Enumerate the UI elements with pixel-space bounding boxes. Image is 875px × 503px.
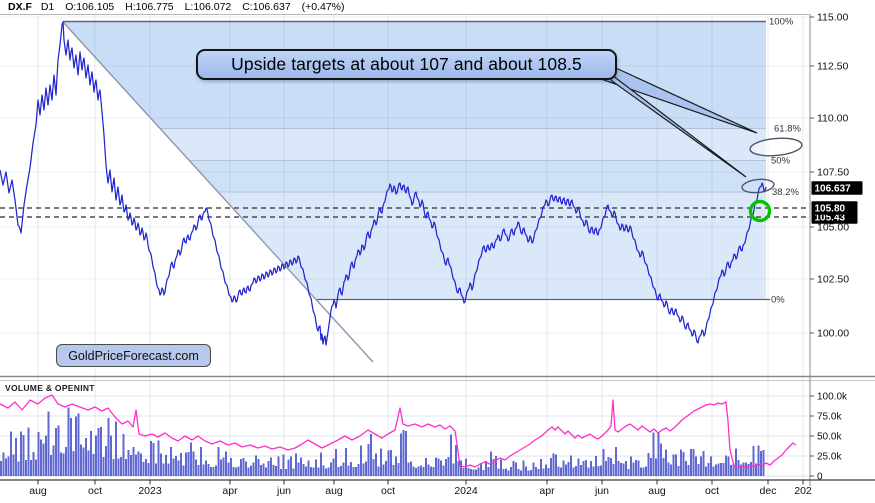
- close-value: C:106.637: [242, 1, 291, 13]
- axis-label: oct: [381, 485, 395, 497]
- breakout-circle[interactable]: [748, 199, 772, 223]
- axis-label: 115.00: [817, 12, 848, 24]
- open-interest-line: [0, 394, 797, 469]
- axis-label: 25.0k: [817, 451, 842, 462]
- timeframe-label: D1: [40, 1, 55, 13]
- axis-label: 110.00: [817, 113, 848, 125]
- volume-panel-title: VOLUME & OPENINT: [5, 383, 95, 393]
- axis-label: oct: [705, 485, 719, 497]
- volume-axis-labels[interactable]: 100.0k 75.0k 50.0k 25.0k 0: [810, 391, 848, 482]
- axis-label: 105.00: [817, 222, 849, 234]
- axis-label: 2024: [454, 485, 478, 497]
- open-value: O:106.105: [65, 1, 115, 13]
- annotation-callout[interactable]: Upside targets at about 107 and about 10…: [196, 49, 617, 80]
- volume-bars: [0, 407, 765, 476]
- axis-label: 0%: [771, 295, 785, 306]
- axis-label: aug: [29, 485, 47, 497]
- axis-label: 100.00: [817, 328, 849, 340]
- descending-trendline[interactable]: [62, 21, 374, 363]
- high-value: H:106.775: [125, 1, 174, 13]
- axis-label: 102.50: [817, 274, 849, 286]
- symbol-label: DX.F: [8, 1, 32, 13]
- support-dashed-lines[interactable]: [0, 207, 810, 218]
- chart-header: DX.F D1 O:106.105 H:106.775 L:106.072 C:…: [8, 1, 353, 13]
- axis-label: 100.0k: [817, 391, 848, 402]
- axis-label: 112.50: [817, 61, 848, 73]
- axis-label: 105.43: [815, 213, 846, 224]
- axis-label: 38.2%: [772, 187, 799, 198]
- axis-label: apr: [539, 485, 555, 497]
- axis-label: 105.80: [815, 204, 846, 215]
- axis-label: aug: [325, 485, 343, 497]
- axis-label: 107.50: [817, 167, 849, 179]
- watermark-badge: GoldPriceForecast.com: [56, 344, 211, 367]
- watermark-text: GoldPriceForecast.com: [68, 348, 199, 363]
- axis-label: jun: [276, 485, 291, 497]
- axis-label: 106.637: [815, 184, 852, 195]
- target-ellipse-1[interactable]: [749, 136, 803, 157]
- axis-label: dec: [760, 485, 777, 497]
- axis-label: 75.0k: [817, 411, 842, 422]
- axis-label: jun: [594, 485, 609, 497]
- annotation-text: Upside targets at about 107 and about 10…: [231, 54, 582, 74]
- axis-label: 61.8%: [774, 124, 801, 135]
- axis-label: 202: [794, 485, 812, 497]
- price-line: [0, 21, 767, 346]
- low-value: L:106.072: [184, 1, 232, 13]
- axis-label: aug: [648, 485, 666, 497]
- axis-label: oct: [88, 485, 102, 497]
- axis-label: 0: [817, 471, 823, 482]
- target-ellipse-2[interactable]: [741, 178, 775, 194]
- axis-label: 50.0k: [817, 431, 842, 442]
- axis-label: 50%: [771, 156, 791, 167]
- fib-levels: 100% 61.8% 50% 38.2% 0%: [63, 17, 801, 306]
- price-axis-labels[interactable]: 115.00 112.50 110.00 107.50 105.00 102.50 100.…: [810, 12, 849, 340]
- x-axis-labels[interactable]: aug oct 2023 apr jun aug oct 2024 apr jun aug oct de…: [29, 480, 812, 497]
- axis-label: apr: [222, 485, 238, 497]
- axis-label: 2023: [138, 485, 162, 497]
- change-percent: (+0.47%): [301, 1, 345, 13]
- axis-label: 100%: [769, 17, 794, 28]
